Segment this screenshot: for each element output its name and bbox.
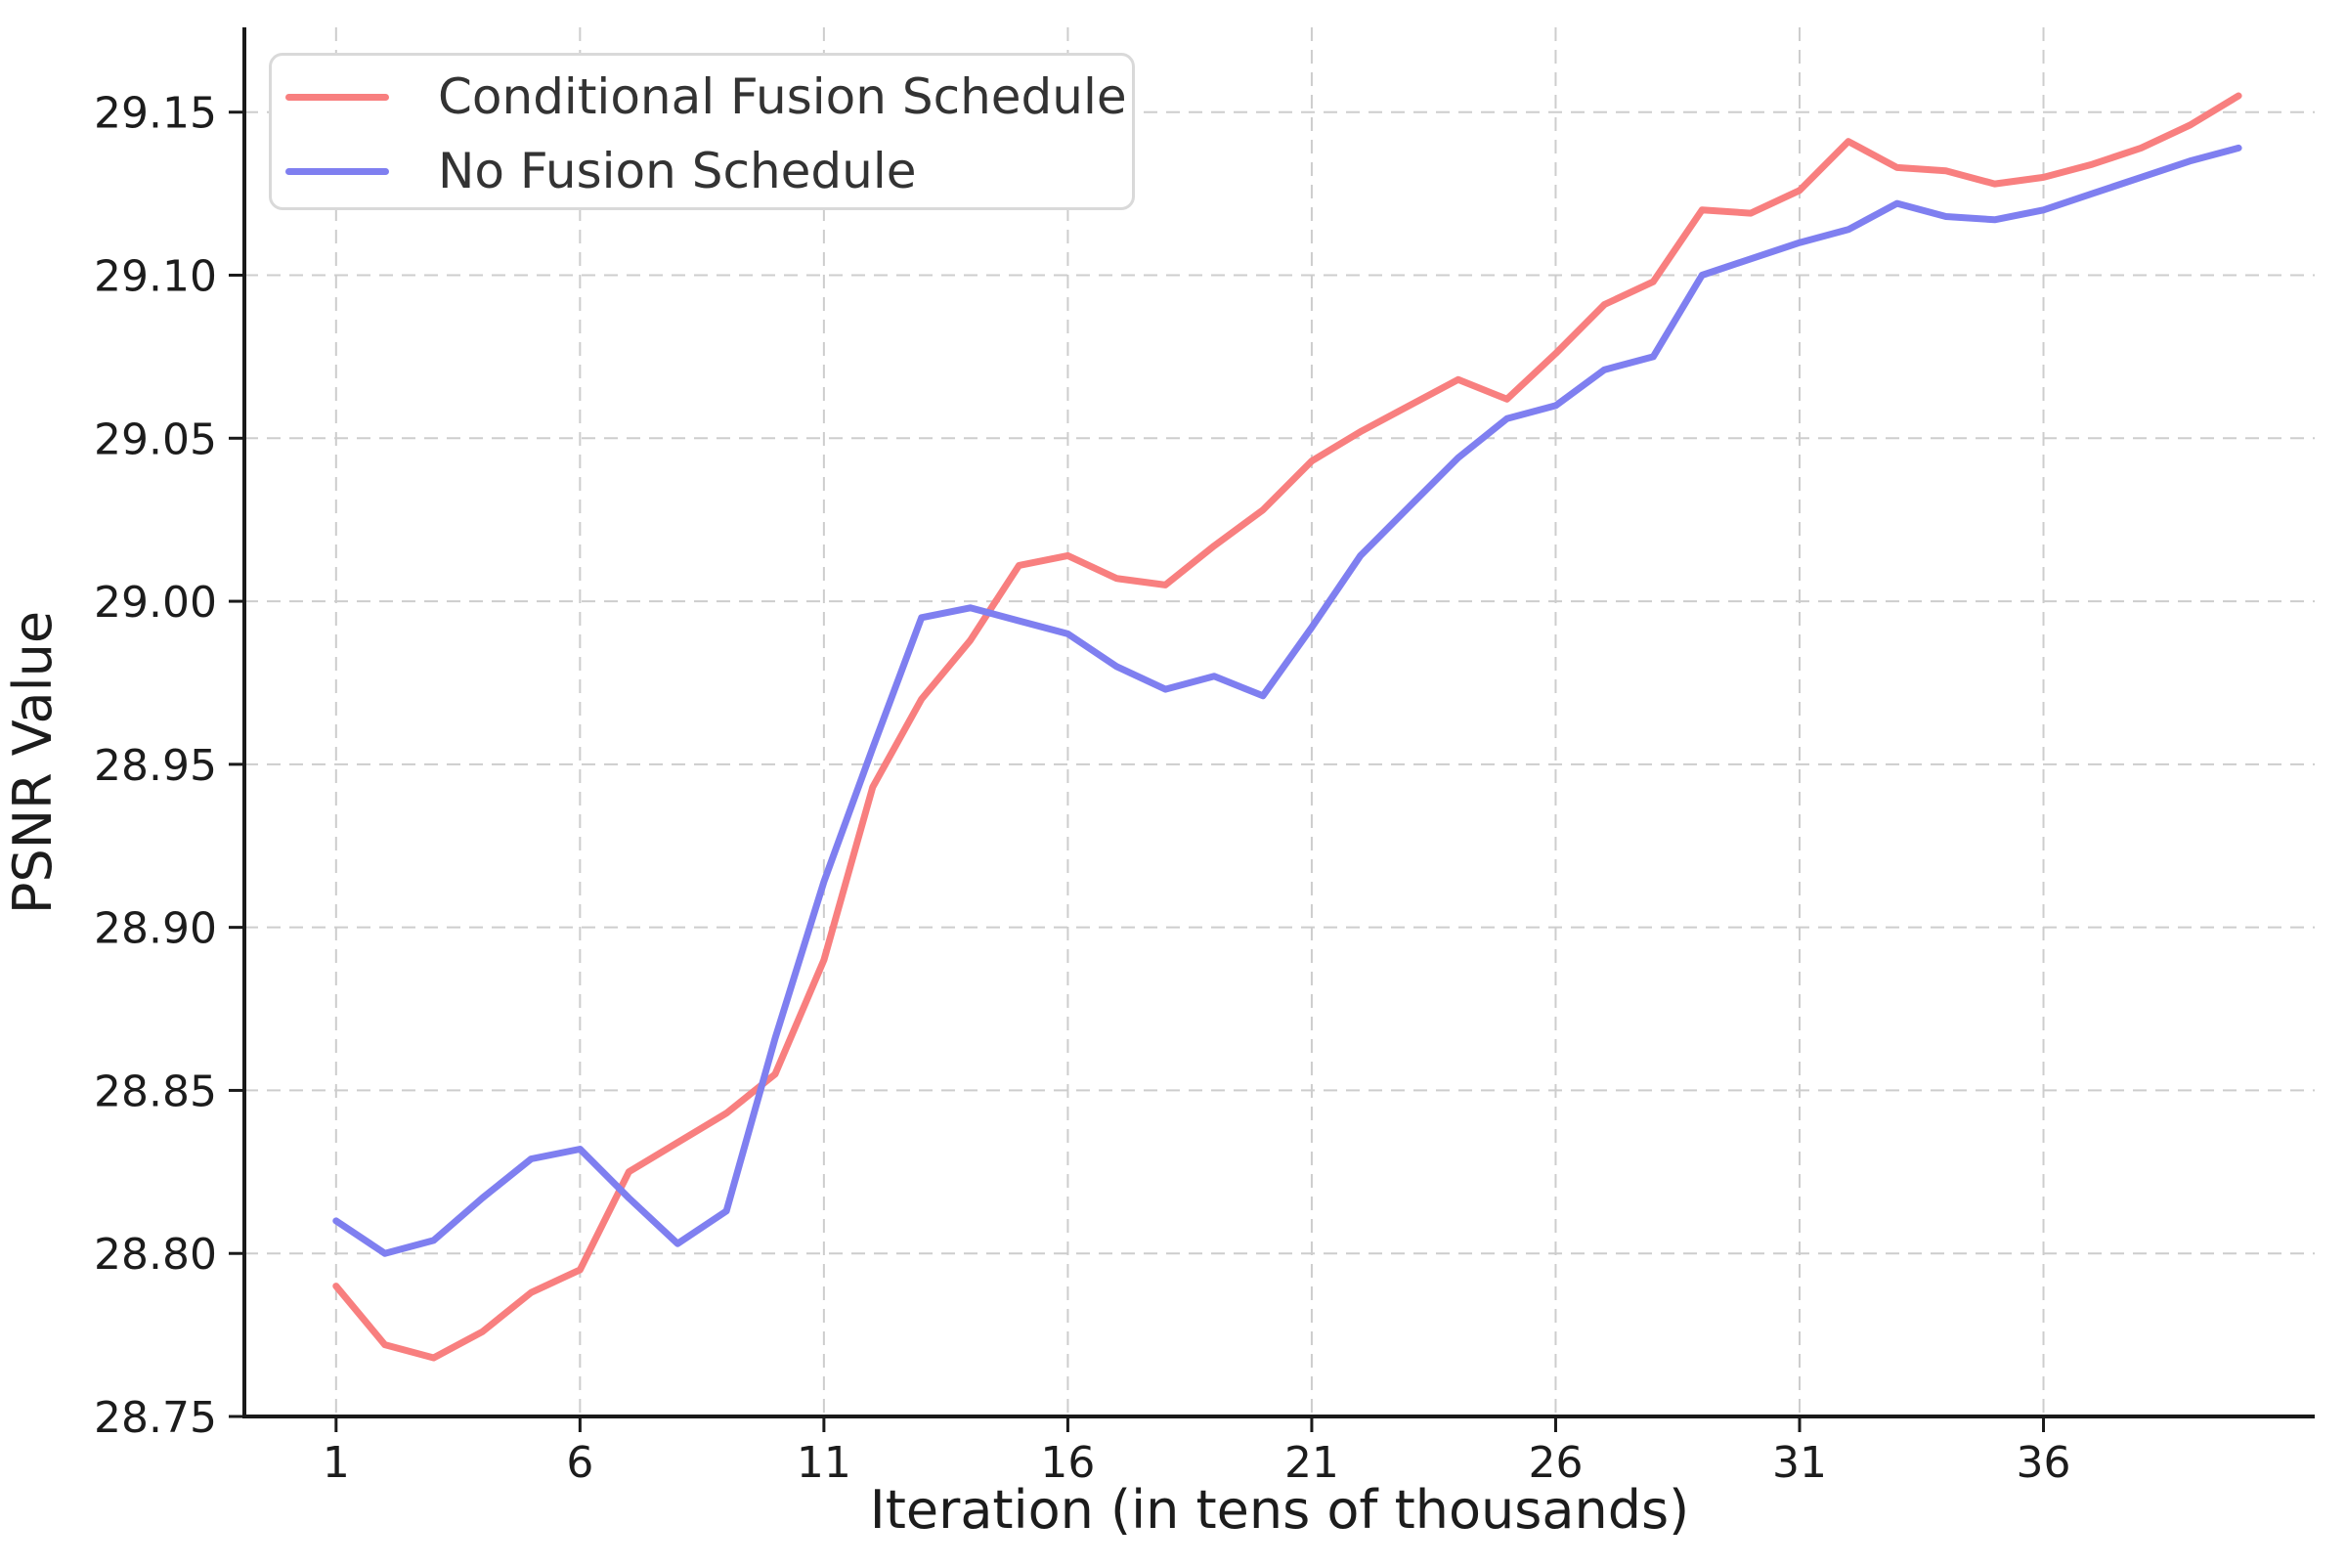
axes-spines <box>242 27 2315 1418</box>
x-tick-label: 36 <box>2017 1438 2071 1488</box>
data-series-lines <box>332 92 2242 1362</box>
x-tick-label: 6 <box>566 1438 593 1488</box>
legend-item-no-fusion: No Fusion Schedule <box>272 134 1132 208</box>
legend-label-no-fusion: No Fusion Schedule <box>438 143 917 199</box>
y-tick-label: 29.05 <box>94 414 217 464</box>
y-tick-label: 28.95 <box>94 741 217 791</box>
x-tick-label: 16 <box>1040 1438 1095 1488</box>
x-tick-label: 21 <box>1284 1438 1339 1488</box>
legend-line-swatch-no-fusion <box>285 167 389 175</box>
y-tick-label: 28.80 <box>94 1230 217 1280</box>
legend-label-conditional-fusion: Conditional Fusion Schedule <box>438 68 1127 125</box>
x-tick-label: 26 <box>1528 1438 1583 1488</box>
y-tick-label: 28.85 <box>94 1067 217 1116</box>
y-tick-label: 29.00 <box>94 578 217 628</box>
x-tick-label: 31 <box>1772 1438 1827 1488</box>
x-tick-label: 1 <box>323 1438 350 1488</box>
legend-item-conditional-fusion: Conditional Fusion Schedule <box>272 60 1132 134</box>
axis-ticks <box>229 110 2046 1432</box>
gridlines <box>244 27 2315 1417</box>
series-line-no-fusion <box>332 144 2242 1257</box>
axis-tick-labels: 28.75 28.80 28.85 28.90 28.95 29.00 29.05 29.10… <box>94 89 2070 1488</box>
y-tick-label: 28.90 <box>94 904 217 954</box>
y-axis-label: PSNR Value <box>2 611 64 914</box>
x-tick-label: 11 <box>797 1438 851 1488</box>
y-tick-label: 29.10 <box>94 252 217 302</box>
legend: Conditional Fusion Schedule No Fusion Sc… <box>269 53 1135 210</box>
y-tick-label: 28.75 <box>94 1393 217 1443</box>
x-axis-label: Iteration (in tens of thousands) <box>870 1479 1689 1541</box>
series-line-conditional-fusion <box>332 92 2242 1362</box>
legend-line-swatch-conditional-fusion <box>285 93 389 101</box>
y-tick-label: 29.15 <box>94 89 217 139</box>
